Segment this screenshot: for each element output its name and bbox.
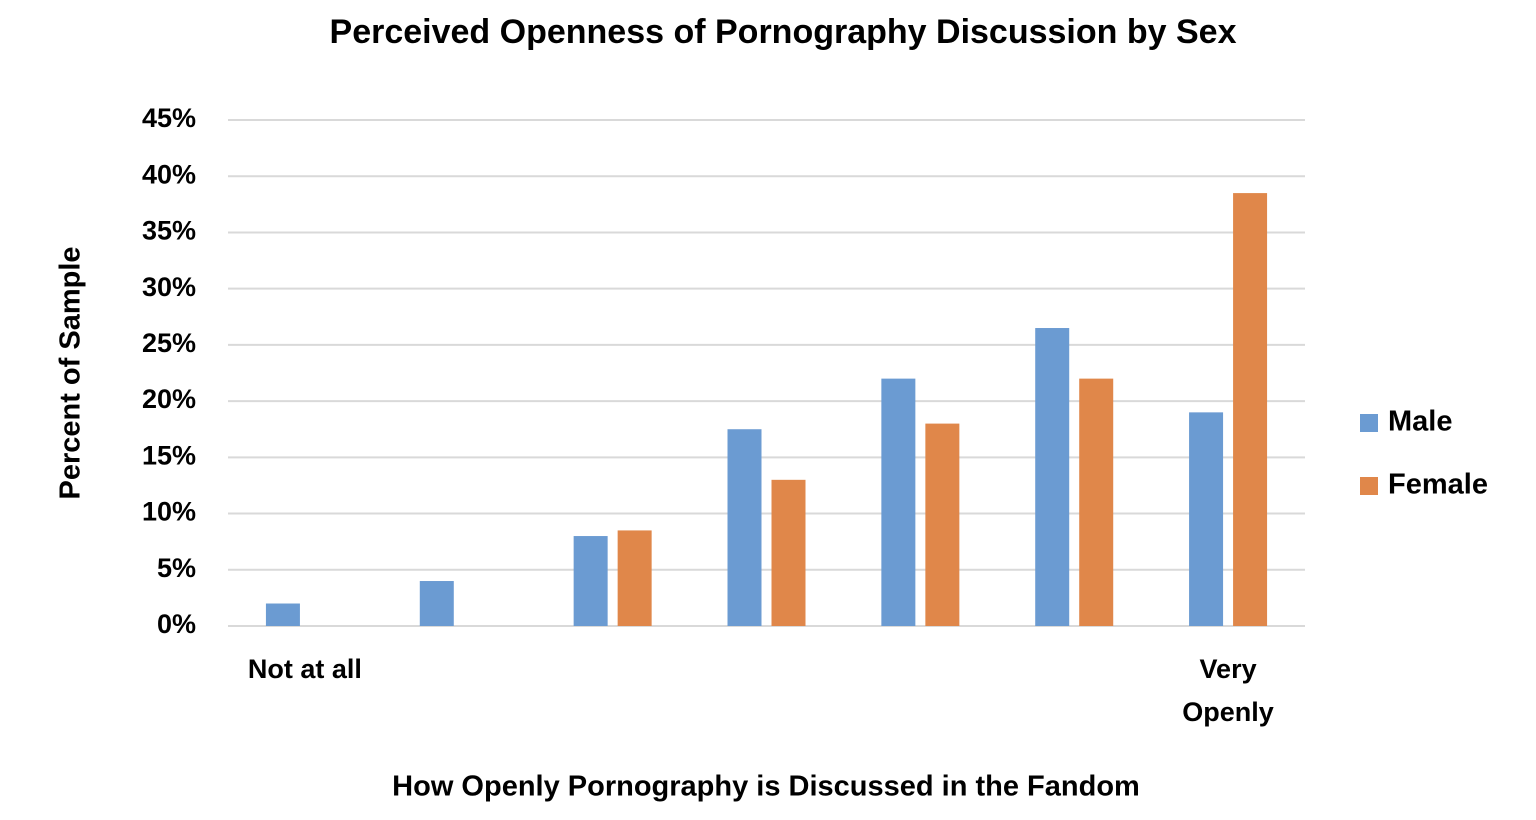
- y-tick-label: 15%: [142, 440, 196, 470]
- bar: [771, 479, 806, 626]
- y-axis-title: Percent of Sample: [55, 246, 87, 499]
- y-tick-label: 10%: [142, 497, 196, 527]
- chart-title: Perceived Openness of Pornography Discus…: [330, 13, 1237, 51]
- y-tick-label: 5%: [157, 553, 196, 583]
- legend-swatch: [1360, 477, 1378, 495]
- legend-label: Male: [1388, 406, 1452, 438]
- y-tick-label: 0%: [157, 609, 196, 639]
- y-tick-label: 40%: [142, 159, 196, 189]
- x-tick-label: Very Openly: [1182, 654, 1274, 727]
- bar: [1079, 378, 1114, 626]
- bar: [881, 378, 916, 626]
- bar: [1233, 193, 1268, 627]
- y-tick-label: 35%: [142, 216, 196, 246]
- y-tick-label: 25%: [142, 328, 196, 358]
- bar: [419, 581, 454, 626]
- bar: [1189, 412, 1224, 626]
- y-tick-label: 30%: [142, 272, 196, 302]
- bar: [1035, 328, 1070, 626]
- x-axis-title: How Openly Pornography is Discussed in t…: [392, 771, 1140, 803]
- y-tick-label: 45%: [142, 103, 196, 133]
- y-tick-label: 20%: [142, 384, 196, 414]
- bar: [617, 530, 652, 626]
- bar: [925, 423, 960, 626]
- bar: [265, 603, 300, 626]
- bar: [573, 536, 608, 626]
- legend-label: Female: [1388, 469, 1488, 501]
- x-tick-label: Not at all: [248, 654, 362, 684]
- bar: [727, 429, 762, 626]
- legend-swatch: [1360, 414, 1378, 432]
